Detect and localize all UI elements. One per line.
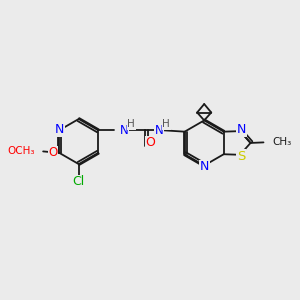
Text: H: H [162, 119, 170, 129]
Text: S: S [237, 150, 245, 163]
Text: N: N [236, 123, 246, 136]
Text: Cl: Cl [73, 176, 85, 188]
Text: N: N [155, 124, 164, 137]
Text: OCH₃: OCH₃ [7, 146, 35, 156]
Text: CH₃: CH₃ [272, 137, 292, 147]
Text: N: N [120, 124, 129, 137]
Text: O: O [49, 146, 58, 159]
Text: H: H [128, 119, 135, 129]
Text: N: N [55, 123, 64, 136]
Text: N: N [200, 160, 209, 173]
Text: O: O [146, 136, 155, 149]
